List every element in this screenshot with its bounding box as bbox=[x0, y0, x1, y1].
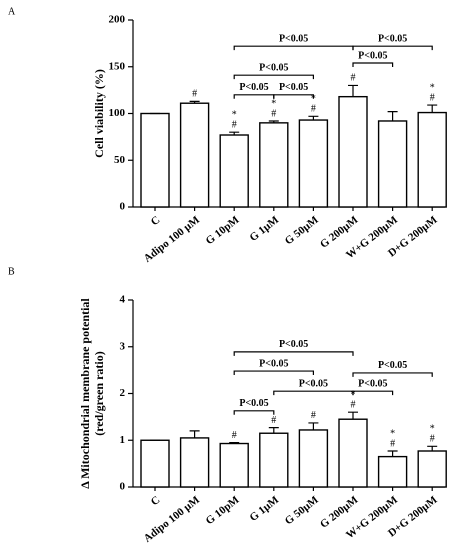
x-tick-label: G 50μM bbox=[283, 214, 322, 248]
error-bar bbox=[268, 120, 279, 123]
bracket-label: P<0.05 bbox=[279, 82, 308, 93]
x-tick-label: G 10pM bbox=[204, 214, 242, 248]
significance-bracket bbox=[233, 410, 275, 415]
bracket-label: P<0.05 bbox=[358, 378, 387, 389]
significance-bracket bbox=[233, 45, 354, 51]
x-tick-label: G 50μM bbox=[283, 494, 322, 528]
x-tick-label: G 1μM bbox=[247, 494, 281, 524]
bar bbox=[377, 120, 408, 208]
bar bbox=[417, 450, 447, 488]
significance-mark: # bbox=[271, 415, 276, 426]
significance-mark: # bbox=[351, 73, 356, 84]
significance-mark: # bbox=[311, 104, 316, 115]
error-bar bbox=[189, 430, 200, 438]
y-axis-label: (red/green ratio) bbox=[92, 351, 106, 436]
significance-mark: * bbox=[430, 424, 435, 435]
significance-bracket bbox=[233, 74, 314, 80]
y-tick-label: 0 bbox=[120, 201, 126, 213]
bar bbox=[259, 122, 289, 208]
y-tick-label: 3 bbox=[120, 340, 126, 352]
significance-bracket bbox=[352, 372, 433, 377]
significance-mark: # bbox=[430, 92, 435, 103]
error-bar bbox=[308, 115, 319, 121]
bracket-label: P<0.05 bbox=[378, 33, 407, 44]
y-tick-label: 2 bbox=[120, 387, 126, 399]
significance-mark: * bbox=[390, 428, 395, 439]
significance-mark: # bbox=[311, 410, 316, 421]
panel-label: B bbox=[8, 266, 15, 277]
y-tick-label: 0 bbox=[120, 481, 126, 493]
significance-mark: * bbox=[232, 109, 237, 120]
y-tick-label: 150 bbox=[109, 60, 126, 72]
significance-mark: # bbox=[192, 89, 197, 100]
significance-mark: * bbox=[311, 94, 316, 105]
significance-bracket bbox=[233, 351, 354, 356]
significance-mark: * bbox=[430, 82, 435, 93]
x-tick-label: C bbox=[149, 494, 163, 508]
panel-label: A bbox=[8, 6, 16, 17]
significance-mark: # bbox=[351, 399, 356, 410]
bar bbox=[259, 432, 289, 488]
significance-bracket bbox=[273, 390, 354, 396]
significance-mark: # bbox=[390, 438, 395, 449]
y-tick-label: 200 bbox=[109, 14, 126, 26]
significance-bracket bbox=[273, 94, 314, 99]
bar bbox=[298, 119, 329, 208]
significance-bracket bbox=[352, 45, 433, 51]
bracket-label: P<0.05 bbox=[259, 62, 288, 73]
y-tick-label: 50 bbox=[114, 154, 126, 166]
y-tick-label: 100 bbox=[109, 107, 126, 119]
error-bar bbox=[387, 450, 398, 457]
error-bar bbox=[427, 104, 438, 113]
significance-bracket bbox=[233, 370, 314, 376]
error-bar bbox=[268, 427, 279, 434]
significance-mark: # bbox=[232, 430, 237, 441]
x-tick-label: C bbox=[149, 214, 163, 228]
error-bar bbox=[229, 131, 240, 136]
y-axis-label: Δ Mitochondrial membrane potential bbox=[78, 298, 92, 489]
significance-mark: # bbox=[430, 434, 435, 445]
bar bbox=[179, 102, 210, 208]
error-bar bbox=[348, 411, 358, 420]
significance-mark: * bbox=[271, 98, 276, 109]
y-axis-label: Cell viability (%) bbox=[92, 69, 106, 158]
error-bar bbox=[348, 84, 358, 97]
bar bbox=[219, 442, 249, 488]
bar bbox=[338, 418, 368, 488]
bracket-label: P<0.05 bbox=[279, 339, 308, 350]
significance-bracket bbox=[352, 390, 394, 396]
significance-bracket bbox=[233, 94, 275, 99]
bar bbox=[219, 134, 249, 208]
x-tick-label: G 1μM bbox=[247, 214, 281, 244]
significance-mark: # bbox=[232, 119, 237, 130]
error-bar bbox=[189, 100, 200, 104]
bracket-label: P<0.05 bbox=[358, 50, 387, 61]
bar bbox=[417, 111, 447, 208]
bar bbox=[140, 112, 170, 208]
bar bbox=[140, 439, 170, 488]
bar bbox=[338, 95, 368, 208]
bracket-label: P<0.05 bbox=[279, 33, 308, 44]
y-tick-label: 4 bbox=[120, 294, 126, 306]
significance-mark: # bbox=[271, 108, 276, 119]
bar bbox=[298, 429, 329, 488]
bracket-label: P<0.05 bbox=[239, 82, 268, 93]
bracket-label: P<0.05 bbox=[239, 398, 268, 409]
x-tick-label: G 10pM bbox=[204, 494, 242, 528]
bracket-label: P<0.05 bbox=[299, 378, 328, 389]
bar bbox=[377, 455, 408, 488]
bar bbox=[179, 437, 210, 488]
error-bar bbox=[229, 441, 240, 444]
error-bar bbox=[427, 445, 438, 452]
bracket-label: P<0.05 bbox=[259, 358, 288, 369]
error-bar bbox=[387, 111, 398, 121]
error-bar bbox=[308, 422, 319, 430]
y-tick-label: 1 bbox=[120, 434, 126, 446]
significance-bracket bbox=[352, 62, 394, 68]
bracket-label: P<0.05 bbox=[378, 360, 407, 371]
